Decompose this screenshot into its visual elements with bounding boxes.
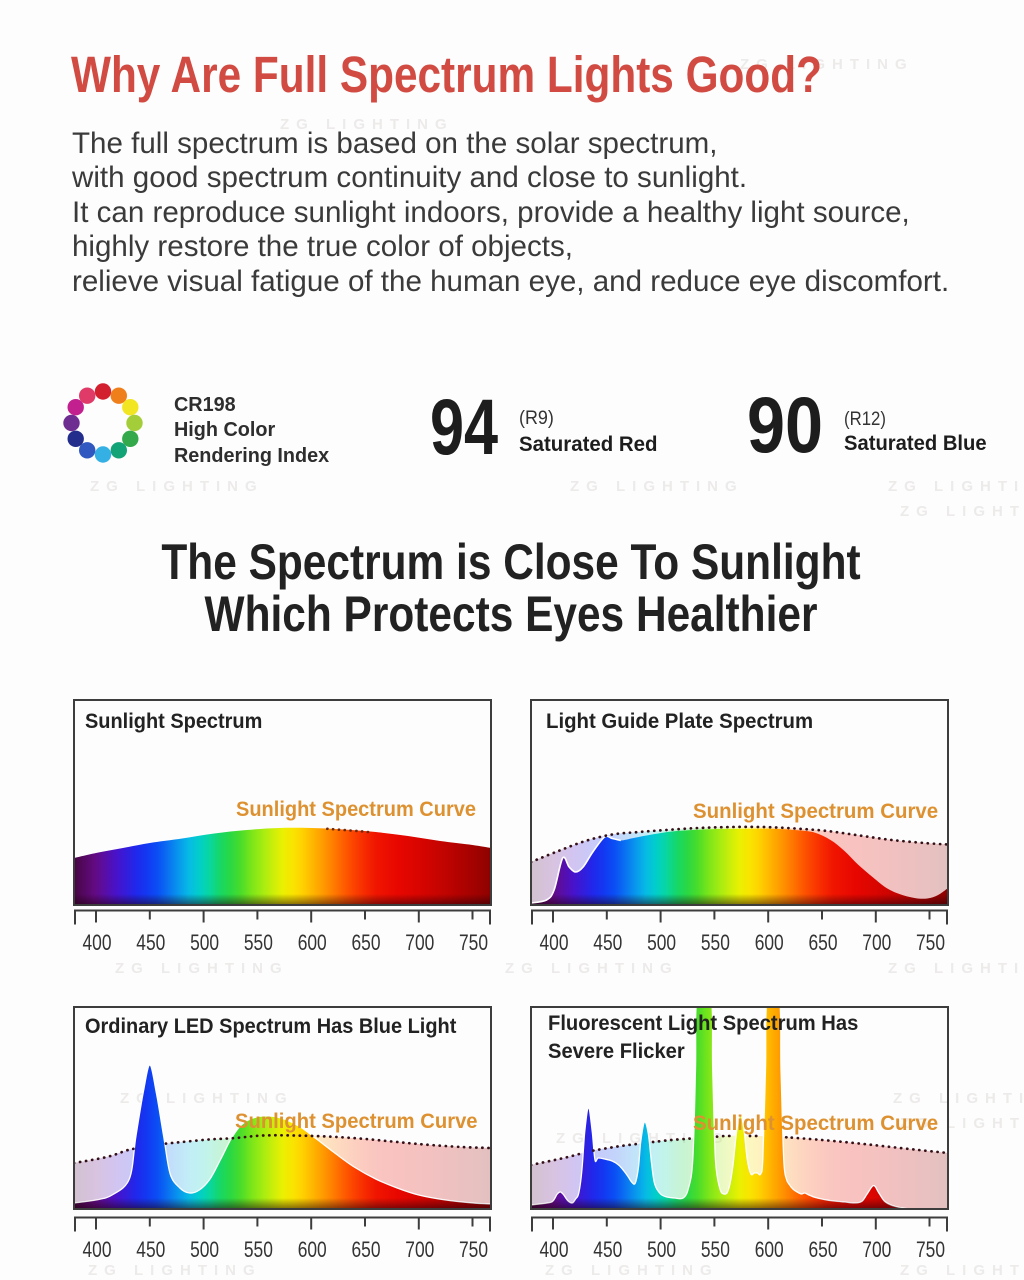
svg-text:600: 600 [298,930,327,955]
svg-text:400: 400 [83,1237,112,1262]
svg-text:500: 500 [647,930,676,955]
svg-text:550: 550 [244,930,273,955]
svg-text:650: 650 [352,930,381,955]
svg-text:450: 450 [593,1237,622,1262]
svg-text:600: 600 [755,1237,784,1262]
svg-text:500: 500 [190,1237,219,1262]
svg-text:400: 400 [540,1237,569,1262]
svg-text:400: 400 [540,930,569,955]
svg-text:500: 500 [190,930,219,955]
svg-text:650: 650 [352,1237,381,1262]
svg-text:600: 600 [755,930,784,955]
svg-text:750: 750 [916,930,945,955]
svg-text:700: 700 [862,930,891,955]
svg-text:650: 650 [809,1237,838,1262]
svg-text:450: 450 [136,930,165,955]
svg-text:750: 750 [459,930,488,955]
svg-text:550: 550 [244,1237,273,1262]
svg-text:550: 550 [701,930,730,955]
svg-text:700: 700 [405,1237,434,1262]
svg-text:750: 750 [459,1237,488,1262]
svg-text:700: 700 [862,1237,891,1262]
svg-text:500: 500 [647,1237,676,1262]
svg-text:550: 550 [701,1237,730,1262]
svg-text:750: 750 [916,1237,945,1262]
svg-text:650: 650 [809,930,838,955]
svg-text:400: 400 [83,930,112,955]
svg-text:600: 600 [298,1237,327,1262]
svg-text:700: 700 [405,930,434,955]
svg-text:450: 450 [593,930,622,955]
svg-text:450: 450 [136,1237,165,1262]
